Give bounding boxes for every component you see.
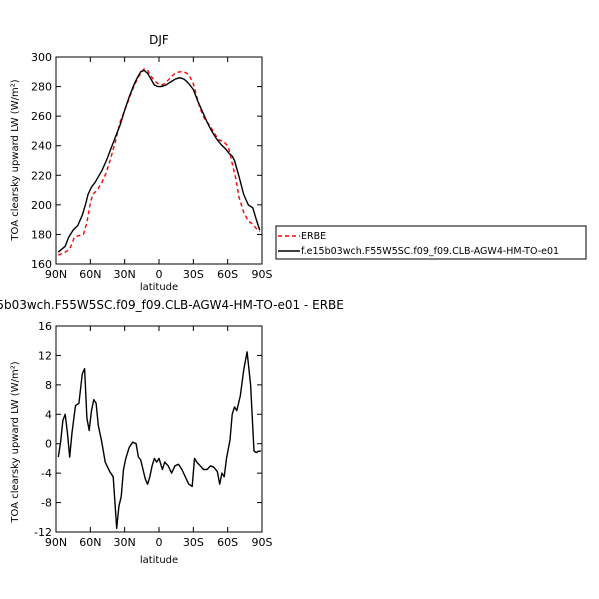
x-tick-label-0-4: 30S (183, 268, 204, 281)
x-tick-label-1-6: 90S (252, 536, 273, 549)
y-tick-label-0-4: 240 (31, 140, 52, 153)
y-tick-label-1-5: 8 (45, 379, 52, 392)
bottom-chart-title: f.e15b03wch.F55W5SC.f09_f09.CLB-AGW4-HM-… (0, 298, 344, 312)
x-tick-label-0-3: 0 (156, 268, 163, 281)
y-tick-label-1-0: -12 (34, 526, 52, 539)
series-line-1-0 (57, 351, 261, 529)
top-x-axis-label: latitude (140, 282, 178, 293)
bottom-y-axis-label: TOA clearsky upward LW (W/m²) (10, 361, 21, 523)
x-tick-label-1-4: 30S (183, 536, 204, 549)
y-tick-label-1-1: -8 (41, 497, 52, 510)
x-tick-label-1-0: 90N (45, 536, 67, 549)
x-tick-label-0-5: 60S (217, 268, 238, 281)
bottom-x-axis-label: latitude (140, 555, 178, 566)
bottom-plot-area: -12 -8 -4 0 4 8 12 16 90N 60N 30N 0 30S 60S 90S (34, 320, 272, 549)
legend-box (275, 225, 587, 260)
y-tick-label-0-3: 220 (31, 169, 52, 182)
y-tick-label-0-0: 160 (31, 258, 52, 271)
y-tick-label-1-2: -4 (41, 467, 52, 480)
plot-frame-0 (55, 56, 263, 265)
y-tick-label-1-4: 4 (45, 408, 52, 421)
top-chart-title: DJF (149, 33, 169, 47)
x-tick-label-0-0: 90N (45, 268, 67, 281)
x-tick-label-1-1: 60N (79, 536, 101, 549)
top-plot-area: 160 180 200 220 240 260 280 300 90N 60N 30N 0 30S 60S… (31, 51, 273, 281)
series-line-0-1 (57, 69, 261, 253)
bottom-panel: f.e15b03wch.F55W5SC.f09_f09.CLB-AGW4-HM-… (0, 298, 344, 566)
top-y-axis-label: TOA clearsky upward LW (W/m²) (10, 79, 21, 241)
legend-label-model: f.e15b03wch.F55W5SC.f09_f09.CLB-AGW4-HM-… (301, 246, 559, 257)
top-panel: DJF 160 180 200 220 240 260 280 300 90N 60N 30N 0 30… (10, 33, 273, 293)
y-tick-label-1-7: 16 (38, 320, 52, 333)
y-tick-label-0-6: 280 (31, 81, 52, 94)
y-tick-label-0-2: 200 (31, 199, 52, 212)
series-line-0-0 (58, 68, 261, 256)
x-tick-label-1-5: 60S (217, 536, 238, 549)
y-tick-label-1-6: 12 (38, 349, 52, 362)
legend: ERBE f.e15b03wch.F55W5SC.f09_f09.CLB-AGW… (275, 225, 587, 260)
y-tick-label-0-7: 300 (31, 51, 52, 64)
legend-label-erbe: ERBE (301, 231, 326, 242)
x-tick-label-0-2: 30N (114, 268, 136, 281)
x-tick-label-0-1: 60N (79, 268, 101, 281)
x-tick-label-1-3: 0 (156, 536, 163, 549)
x-tick-label-1-2: 30N (114, 536, 136, 549)
y-tick-label-0-1: 180 (31, 228, 52, 241)
x-tick-label-0-6: 90S (252, 268, 273, 281)
y-tick-label-0-5: 260 (31, 110, 52, 123)
y-tick-label-1-3: 0 (45, 438, 52, 451)
